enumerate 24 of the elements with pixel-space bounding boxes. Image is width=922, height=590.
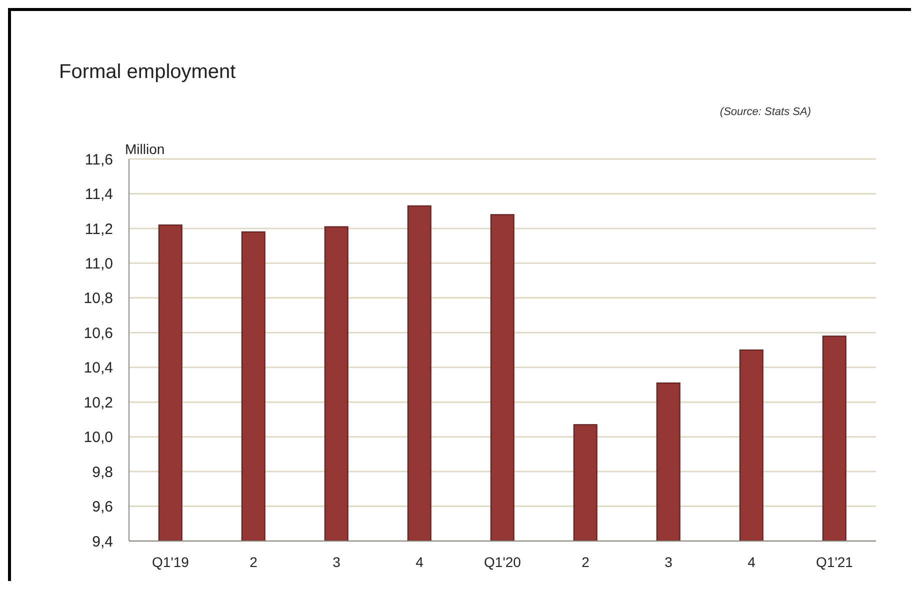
y-tick-label: 10,6 <box>84 324 113 342</box>
y-tick-label: 11,2 <box>84 220 113 238</box>
x-tick-label: Q1'21 <box>816 554 854 570</box>
y-tick-label: 11,6 <box>84 151 113 168</box>
x-tick-label: 2 <box>582 554 590 570</box>
chart-title: Formal employment <box>59 61 236 84</box>
x-tick-label: 4 <box>416 554 424 570</box>
x-tick-label: 3 <box>664 554 673 570</box>
x-tick-label: 3 <box>332 554 341 570</box>
y-tick-label: 10,8 <box>84 290 113 308</box>
y-tick-label: 9,6 <box>92 498 113 516</box>
x-tick-label: 4 <box>748 554 756 570</box>
y-tick-label: 9,8 <box>92 464 113 481</box>
x-tick-label: Q1'20 <box>484 554 522 570</box>
y-tick-label: 9,4 <box>92 533 113 550</box>
y-tick-label: 10,2 <box>84 394 113 412</box>
y-tick-label: 10,4 <box>84 360 113 377</box>
y-axis-title: Million <box>125 141 165 157</box>
y-tick-label: 11,0 <box>84 256 113 273</box>
x-tick-label: Q1'19 <box>152 554 190 570</box>
y-tick-label: 10,0 <box>84 429 113 446</box>
text: (Source: Stats SA) <box>720 106 811 118</box>
x-tick-label: 2 <box>250 554 258 570</box>
y-tick-label: 11,4 <box>84 186 113 204</box>
